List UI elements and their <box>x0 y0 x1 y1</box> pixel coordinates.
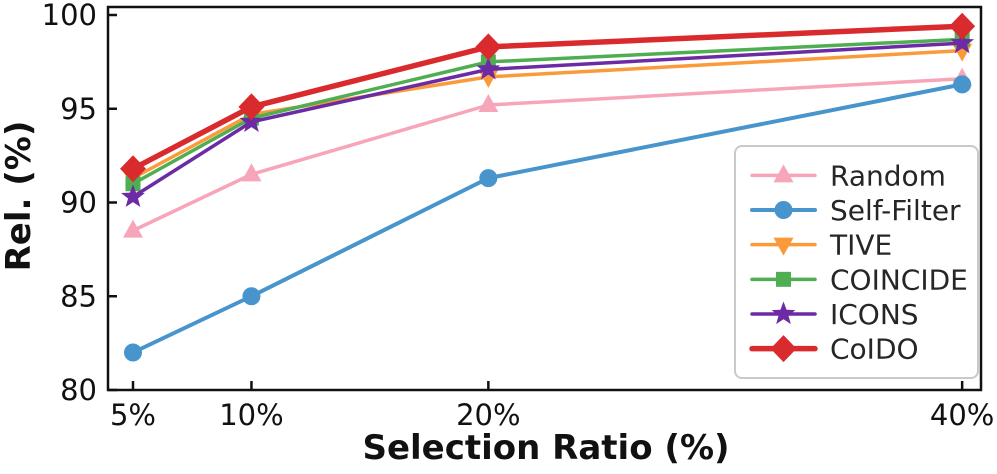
data-point-coido-5pct <box>120 155 146 183</box>
legend-marker-self-filter-icon <box>774 201 793 219</box>
data-point-coido-40pct <box>949 12 976 40</box>
data-point-random-10pct <box>241 163 262 182</box>
data-point-coido-20pct <box>475 33 502 61</box>
y-axis-label: Rel. (%) <box>0 121 39 272</box>
series-icons <box>121 30 975 207</box>
y-tick-label-100: 100 <box>42 0 97 32</box>
series-line-random <box>131 77 964 233</box>
y-tick-label-80: 80 <box>60 373 97 407</box>
x-axis-label: Selection Ratio (%) <box>362 428 729 468</box>
legend-item-coincide: COINCIDE <box>750 263 968 296</box>
data-point-icons-5pct <box>121 184 145 207</box>
legend-item-self-filter: Self-Filter <box>750 194 961 227</box>
data-point-icons-10pct <box>239 109 264 132</box>
x-tick-label-10pct: 10% <box>219 398 283 432</box>
series-coido <box>120 12 976 183</box>
series-line-icons <box>131 41 964 199</box>
y-tick-label-85: 85 <box>60 279 97 313</box>
legend-marker-coido-icon <box>770 335 797 363</box>
legend-label-coincide: COINCIDE <box>830 263 968 296</box>
legend-label-icons: ICONS <box>830 298 919 331</box>
x-tick-label-20pct: 20% <box>456 398 520 432</box>
data-point-coido-10pct <box>238 93 265 121</box>
y-tick-label-95: 95 <box>60 92 97 126</box>
legend-label-self-filter: Self-Filter <box>830 194 961 227</box>
data-point-self-filter-10pct <box>242 287 261 306</box>
legend-item-coido: CoIDO <box>749 333 919 366</box>
data-point-icons-20pct <box>476 56 501 80</box>
series-line-self-filter <box>131 82 965 355</box>
x-tick-label-5pct: 5% <box>110 398 156 432</box>
series-self-filter <box>124 75 972 362</box>
legend-label-tive: TIVE <box>829 229 892 262</box>
legend-marker-random-icon <box>773 164 794 183</box>
x-tick-label-40pct: 40% <box>930 398 994 432</box>
y-tick-label-90: 90 <box>60 186 97 220</box>
data-point-icons-40pct <box>950 30 975 54</box>
series-line-coido <box>130 23 965 172</box>
data-point-self-filter-40pct <box>953 75 972 94</box>
data-point-self-filter-5pct <box>124 343 142 362</box>
legend-item-random: Random <box>750 159 946 192</box>
legend-frame <box>734 145 979 379</box>
series-line-coincide <box>131 37 964 186</box>
legend-marker-icons-icon <box>771 301 796 325</box>
data-point-self-filter-20pct <box>479 169 498 188</box>
data-point-random-5pct <box>123 219 143 238</box>
legend-label-random: Random <box>830 159 946 192</box>
data-point-coincide-5pct <box>125 176 141 192</box>
legend-label-coido: CoIDO <box>830 333 919 366</box>
data-point-random-20pct <box>478 94 499 112</box>
legend-item-icons: ICONS <box>750 298 919 331</box>
legend-item-tive: TIVE <box>750 229 892 262</box>
plot-spines <box>106 5 983 392</box>
plot-area: 5% 10% 20% 40% 80 85 90 95 100 <box>42 0 995 432</box>
legend-marker-coincide-icon <box>776 271 791 287</box>
legend-marker-tive-icon <box>773 237 794 256</box>
